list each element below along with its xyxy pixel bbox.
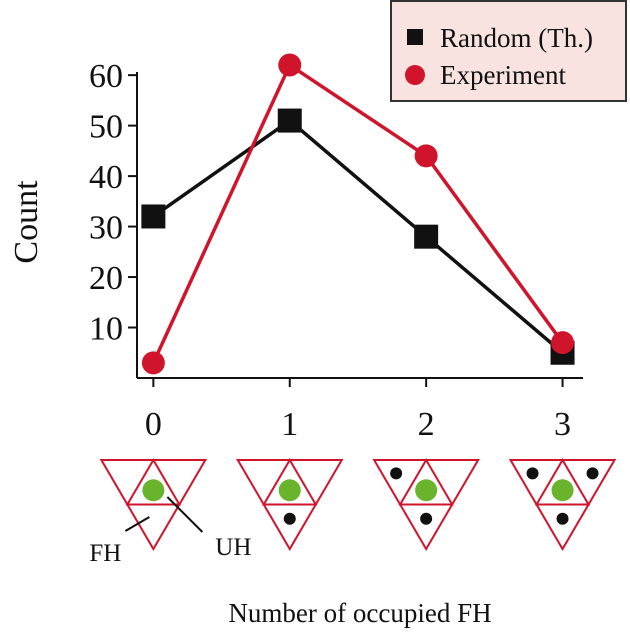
data-point-random [141,204,166,229]
y-ticks: 10 20 30 40 50 60 [89,58,137,348]
triangle-inner-outline [398,458,454,506]
y-tick-label: 50 [89,109,123,146]
data-point-random [414,224,439,249]
legend-marker-experiment [405,65,425,85]
uh-label: UH [215,534,251,561]
x-tick-label: 1 [281,406,298,443]
x-axis-label: Number of occupied FH [228,598,491,628]
triangle-diagram [99,458,208,551]
data-point-experiment [141,351,165,375]
x-tick-label: 3 [554,406,571,443]
fh-pointer-line [124,516,150,532]
y-tick-label: 30 [89,210,123,247]
axes: 10 20 30 40 50 60 0 1 2 3 [89,58,583,443]
y-tick-label: 60 [89,58,123,95]
legend: Random (Th.) Experiment [390,0,627,102]
occupied-site-dot [556,512,569,525]
y-tick-label: 10 [89,311,123,348]
x-tick-label: 2 [418,406,435,443]
triangle-diagram [508,458,617,551]
schematic-layer: FH UH [89,458,617,567]
x-ticks: 0 1 2 3 [145,378,571,443]
data-point-random [277,108,302,133]
series-line-random [152,118,564,355]
y-tick-label: 20 [89,260,123,297]
data-point-experiment [551,331,575,355]
legend-box [390,0,627,102]
legend-marker-random [407,29,423,45]
triangle-inner-outline [262,458,318,506]
occupied-site-dot [526,467,539,480]
fh-label: FH [89,540,121,567]
legend-label-random: Random (Th.) [440,23,593,53]
triangle-inner-outline [534,458,591,506]
data-point-experiment [414,144,438,168]
y-tick-label: 40 [89,159,123,196]
x-tick-label: 0 [145,406,162,443]
occupied-site-dot [420,512,433,525]
center-site-dot [551,479,574,502]
series-layer [141,53,575,375]
triangle-diagram [236,458,344,551]
triangle-diagram [372,458,480,551]
occupied-site-dot [586,467,599,480]
series-line-experiment [151,62,564,364]
occupied-site-dot [283,512,296,525]
occupied-site-dot [390,467,403,480]
uh-pointer-line [166,496,204,533]
center-site-dot [278,479,301,502]
triangle-inner-outline [125,458,182,506]
legend-label-experiment: Experiment [440,60,566,90]
center-site-dot [142,479,165,502]
y-axis-label: Count [8,180,45,264]
data-point-experiment [278,53,302,77]
center-site-dot [415,479,438,502]
